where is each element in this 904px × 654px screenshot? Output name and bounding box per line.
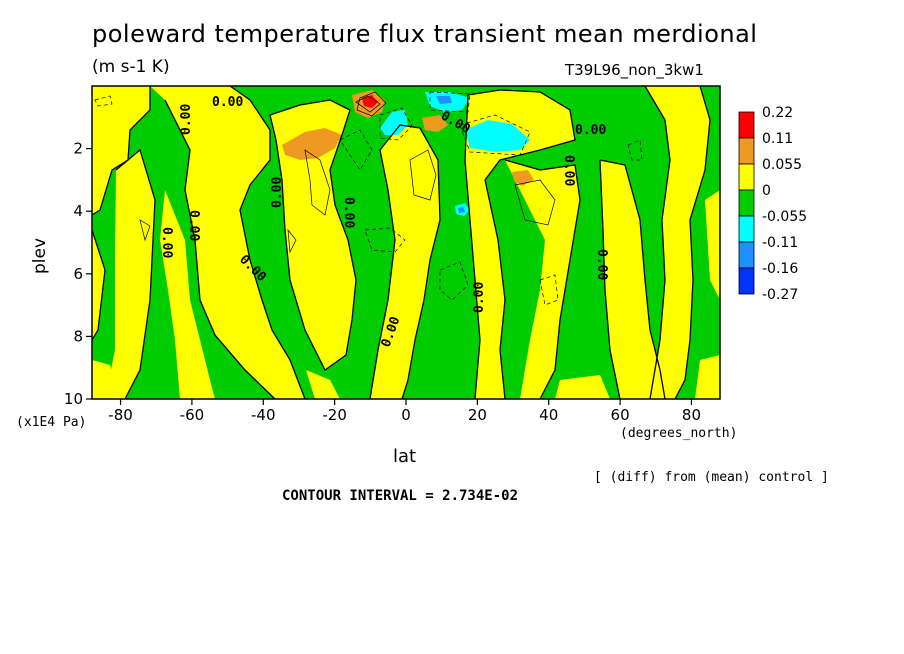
colorbar-label: -0.11 — [762, 235, 798, 251]
colorbar-swatch — [738, 137, 755, 165]
diff-note: [ (diff) from (mean) control ] — [594, 470, 829, 485]
colorbar: 0.22 0.11 0.055 0 -0.055 -0.11 -0.16 -0.27 — [738, 105, 807, 303]
run-label: T39L96_non_3kw1 — [565, 61, 704, 79]
interval-contours — [139, 91, 556, 254]
x-tick-label: 0 — [401, 406, 411, 424]
strong-positive-core — [362, 95, 378, 108]
x-tick-label: 20 — [468, 406, 487, 424]
colorbar-label: 0 — [762, 183, 771, 199]
contour-label: 0.00 — [472, 282, 487, 313]
colorbar-swatch — [738, 215, 755, 243]
colorbar-swatch — [738, 241, 755, 269]
contour-label: 0.00 — [186, 210, 201, 241]
x-tick-label: 40 — [539, 406, 558, 424]
colorbar-label: -0.055 — [762, 209, 807, 225]
x-tick-label: -40 — [251, 406, 276, 424]
contour-label: 0.00 — [270, 177, 285, 208]
chart-title: poleward temperature flux transient mean… — [92, 20, 758, 48]
x-tick-label: -80 — [108, 406, 133, 424]
contour-label: 0.00 — [575, 123, 606, 138]
x-axis-units: (degrees_north) — [620, 426, 738, 441]
contour-label: 0.00 — [561, 155, 576, 186]
y-tick-label: 8 — [73, 327, 83, 345]
y-tick-label: 10 — [64, 390, 83, 408]
x-tick-label: -20 — [322, 406, 347, 424]
y-axis-units: (x1E4 Pa) — [16, 415, 87, 430]
contour-fills: 0.00 0.00 0.00 0.00 0.00 0.00 0.00 0.00 … — [92, 86, 720, 399]
y-tick-label: 6 — [73, 265, 83, 283]
contour-label: 0.00 — [341, 197, 356, 228]
contour-label: 0.00 — [212, 95, 243, 110]
chart-units: (m s-1 K) — [92, 57, 170, 77]
y-tick-label: 4 — [73, 202, 83, 220]
colorbar-swatch — [738, 189, 755, 217]
x-tick-label: 60 — [611, 406, 630, 424]
colorbar-swatch — [738, 267, 755, 295]
colorbar-swatch — [738, 163, 755, 191]
colorbar-label: -0.16 — [762, 261, 798, 277]
negative-regions — [380, 92, 530, 216]
contour-label: 0.00 — [594, 249, 609, 280]
zero-contours — [92, 86, 711, 399]
x-tick-label: -60 — [180, 406, 205, 424]
colorbar-label: 0.22 — [762, 105, 793, 121]
colorbar-label: -0.27 — [762, 287, 798, 303]
colorbar-label: 0.055 — [762, 157, 802, 173]
x-axis-label: lat — [393, 446, 417, 467]
contour-label: 0.00 — [179, 104, 194, 135]
x-tick-label: 80 — [682, 406, 701, 424]
contour-interval: CONTOUR INTERVAL = 2.734E-02 — [282, 488, 519, 504]
colorbar-swatch — [738, 111, 755, 139]
positive-regions — [92, 86, 720, 399]
contour-label: 0.00 — [159, 227, 174, 258]
colorbar-label: 0.11 — [762, 131, 793, 147]
x-axis-ticks: -80 -60 -40 -20 0 20 40 60 80 — [108, 399, 701, 424]
y-axis-ticks: 2 4 6 8 10 — [64, 140, 92, 408]
y-tick-label: 2 — [73, 140, 83, 158]
strong-negative-regions — [436, 96, 465, 213]
negative-contours — [94, 91, 643, 306]
